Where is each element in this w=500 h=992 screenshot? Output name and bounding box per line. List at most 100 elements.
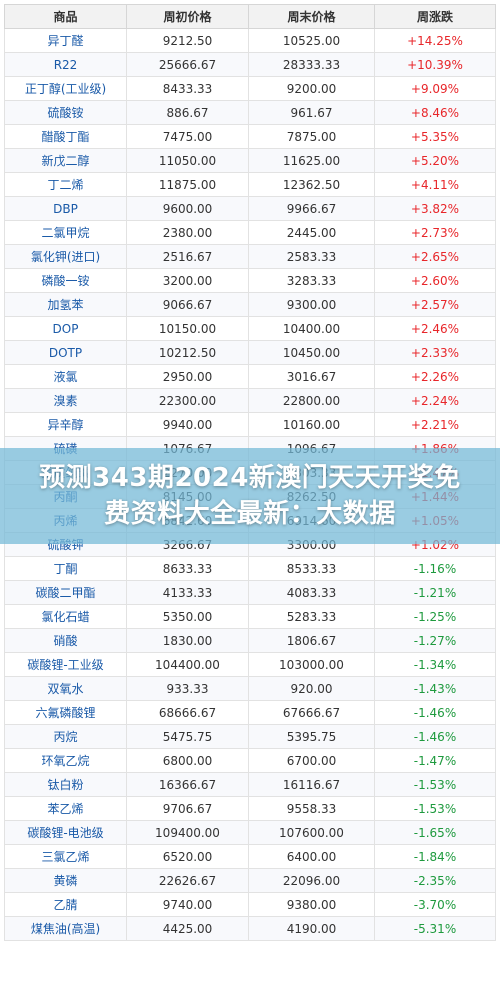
weekly-change-cell: -1.46%: [374, 724, 496, 749]
product-name-cell: 黄磷: [4, 868, 127, 893]
table-row: 丁酮 8633.33 8533.33 -1.16%: [4, 556, 496, 581]
product-name-cell: 三氯乙烯: [4, 844, 127, 869]
week-end-price-cell: 12362.50: [248, 172, 375, 197]
table-row: 丙烷 5475.75 5395.75 -1.46%: [4, 724, 496, 749]
product-name-cell: 煤焦油(高温): [4, 916, 127, 941]
product-name-cell: 液氯: [4, 364, 127, 389]
week-start-price-cell: 933.33: [126, 676, 249, 701]
weekly-change-cell: -1.53%: [374, 772, 496, 797]
week-start-price-cell: 6800.00: [126, 748, 249, 773]
week-end-price-cell: 16116.67: [248, 772, 375, 797]
week-start-price-cell: 68666.67: [126, 700, 249, 725]
week-start-price-cell: 11050.00: [126, 148, 249, 173]
weekly-change-cell: -1.25%: [374, 604, 496, 629]
week-end-price-cell: 67666.67: [248, 700, 375, 725]
week-start-price-cell: 109400.00: [126, 820, 249, 845]
weekly-change-cell: +5.35%: [374, 124, 496, 149]
product-name-cell: 碳酸锂-电池级: [4, 820, 127, 845]
weekly-change-cell: -3.70%: [374, 892, 496, 917]
product-name-cell: 苯乙烯: [4, 796, 127, 821]
table-row: 氯化石蜡 5350.00 5283.33 -1.25%: [4, 604, 496, 629]
table-row: 双氧水 933.33 920.00 -1.43%: [4, 676, 496, 701]
week-end-price-cell: 10160.00: [248, 412, 375, 437]
product-name-cell: 氯化石蜡: [4, 604, 127, 629]
table-row: 醋酸丁酯 7475.00 7875.00 +5.35%: [4, 124, 496, 149]
overlay-banner-text: 预测343期2024新澳门天天开奖免费资料大全最新：大数据: [39, 463, 461, 529]
week-end-price-cell: 22800.00: [248, 388, 375, 413]
weekly-change-cell: -1.84%: [374, 844, 496, 869]
product-name-cell: 醋酸丁酯: [4, 124, 127, 149]
table-row: 加氢苯 9066.67 9300.00 +2.57%: [4, 292, 496, 317]
week-start-price-cell: 8633.33: [126, 556, 249, 581]
week-end-price-cell: 103000.00: [248, 652, 375, 677]
week-start-price-cell: 5475.75: [126, 724, 249, 749]
week-end-price-cell: 3016.67: [248, 364, 375, 389]
header-product: 商品: [4, 4, 127, 29]
week-start-price-cell: 25666.67: [126, 52, 249, 77]
week-end-price-cell: 10450.00: [248, 340, 375, 365]
week-end-price-cell: 5283.33: [248, 604, 375, 629]
table-row: 液氯 2950.00 3016.67 +2.26%: [4, 364, 496, 389]
table-row: 六氟磷酸锂 68666.67 67666.67 -1.46%: [4, 700, 496, 725]
table-row: 硝酸 1830.00 1806.67 -1.27%: [4, 628, 496, 653]
weekly-change-cell: +9.09%: [374, 76, 496, 101]
week-end-price-cell: 5395.75: [248, 724, 375, 749]
table-row: DBP 9600.00 9966.67 +3.82%: [4, 196, 496, 221]
product-name-cell: 二氯甲烷: [4, 220, 127, 245]
price-table-container: 商品 周初价格 周末价格 周涨跌 异丁醛 9212.50 10525.00 +14.2…: [4, 4, 496, 941]
weekly-change-cell: -1.65%: [374, 820, 496, 845]
product-name-cell: 加氢苯: [4, 292, 127, 317]
table-row: DOP 10150.00 10400.00 +2.46%: [4, 316, 496, 341]
table-row: 煤焦油(高温) 4425.00 4190.00 -5.31%: [4, 916, 496, 941]
weekly-change-cell: +14.25%: [374, 28, 496, 53]
week-end-price-cell: 11625.00: [248, 148, 375, 173]
table-row: 黄磷 22626.67 22096.00 -2.35%: [4, 868, 496, 893]
product-name-cell: 丁酮: [4, 556, 127, 581]
week-end-price-cell: 10525.00: [248, 28, 375, 53]
weekly-change-cell: +2.65%: [374, 244, 496, 269]
week-end-price-cell: 8533.33: [248, 556, 375, 581]
week-start-price-cell: 16366.67: [126, 772, 249, 797]
weekly-change-cell: -1.47%: [374, 748, 496, 773]
week-start-price-cell: 886.67: [126, 100, 249, 125]
week-end-price-cell: 7875.00: [248, 124, 375, 149]
week-end-price-cell: 3283.33: [248, 268, 375, 293]
week-end-price-cell: 961.67: [248, 100, 375, 125]
table-row: 碳酸锂-电池级 109400.00 107600.00 -1.65%: [4, 820, 496, 845]
product-name-cell: 氯化钾(进口): [4, 244, 127, 269]
product-name-cell: 碳酸二甲酯: [4, 580, 127, 605]
table-row: 异辛醇 9940.00 10160.00 +2.21%: [4, 412, 496, 437]
table-row: 碳酸二甲酯 4133.33 4083.33 -1.21%: [4, 580, 496, 605]
weekly-change-cell: +2.21%: [374, 412, 496, 437]
table-row: 正丁醇(工业级) 8433.33 9200.00 +9.09%: [4, 76, 496, 101]
week-start-price-cell: 22300.00: [126, 388, 249, 413]
overlay-banner-text-box: 预测343期2024新澳门天天开奖免费资料大全最新：大数据: [0, 448, 500, 544]
week-start-price-cell: 5350.00: [126, 604, 249, 629]
table-row: 三氯乙烯 6520.00 6400.00 -1.84%: [4, 844, 496, 869]
table-row: 氯化钾(进口) 2516.67 2583.33 +2.65%: [4, 244, 496, 269]
product-name-cell: 环氧乙烷: [4, 748, 127, 773]
product-name-cell: 磷酸一铵: [4, 268, 127, 293]
weekly-change-cell: -2.35%: [374, 868, 496, 893]
week-end-price-cell: 9380.00: [248, 892, 375, 917]
week-end-price-cell: 1806.67: [248, 628, 375, 653]
product-name-cell: 丁二烯: [4, 172, 127, 197]
week-start-price-cell: 1830.00: [126, 628, 249, 653]
weekly-change-cell: -5.31%: [374, 916, 496, 941]
product-name-cell: 新戊二醇: [4, 148, 127, 173]
weekly-change-cell: +5.20%: [374, 148, 496, 173]
table-row: 丁二烯 11875.00 12362.50 +4.11%: [4, 172, 496, 197]
header-week-end-price: 周末价格: [248, 4, 375, 29]
table-row: 苯乙烯 9706.67 9558.33 -1.53%: [4, 796, 496, 821]
week-start-price-cell: 4425.00: [126, 916, 249, 941]
table-row: 碳酸锂-工业级 104400.00 103000.00 -1.34%: [4, 652, 496, 677]
weekly-change-cell: -1.53%: [374, 796, 496, 821]
product-name-cell: 六氟磷酸锂: [4, 700, 127, 725]
week-start-price-cell: 3200.00: [126, 268, 249, 293]
week-start-price-cell: 10150.00: [126, 316, 249, 341]
weekly-change-cell: -1.21%: [374, 580, 496, 605]
product-name-cell: 溴素: [4, 388, 127, 413]
table-row: 异丁醛 9212.50 10525.00 +14.25%: [4, 28, 496, 53]
product-name-cell: DBP: [4, 196, 127, 221]
product-name-cell: 丙烷: [4, 724, 127, 749]
